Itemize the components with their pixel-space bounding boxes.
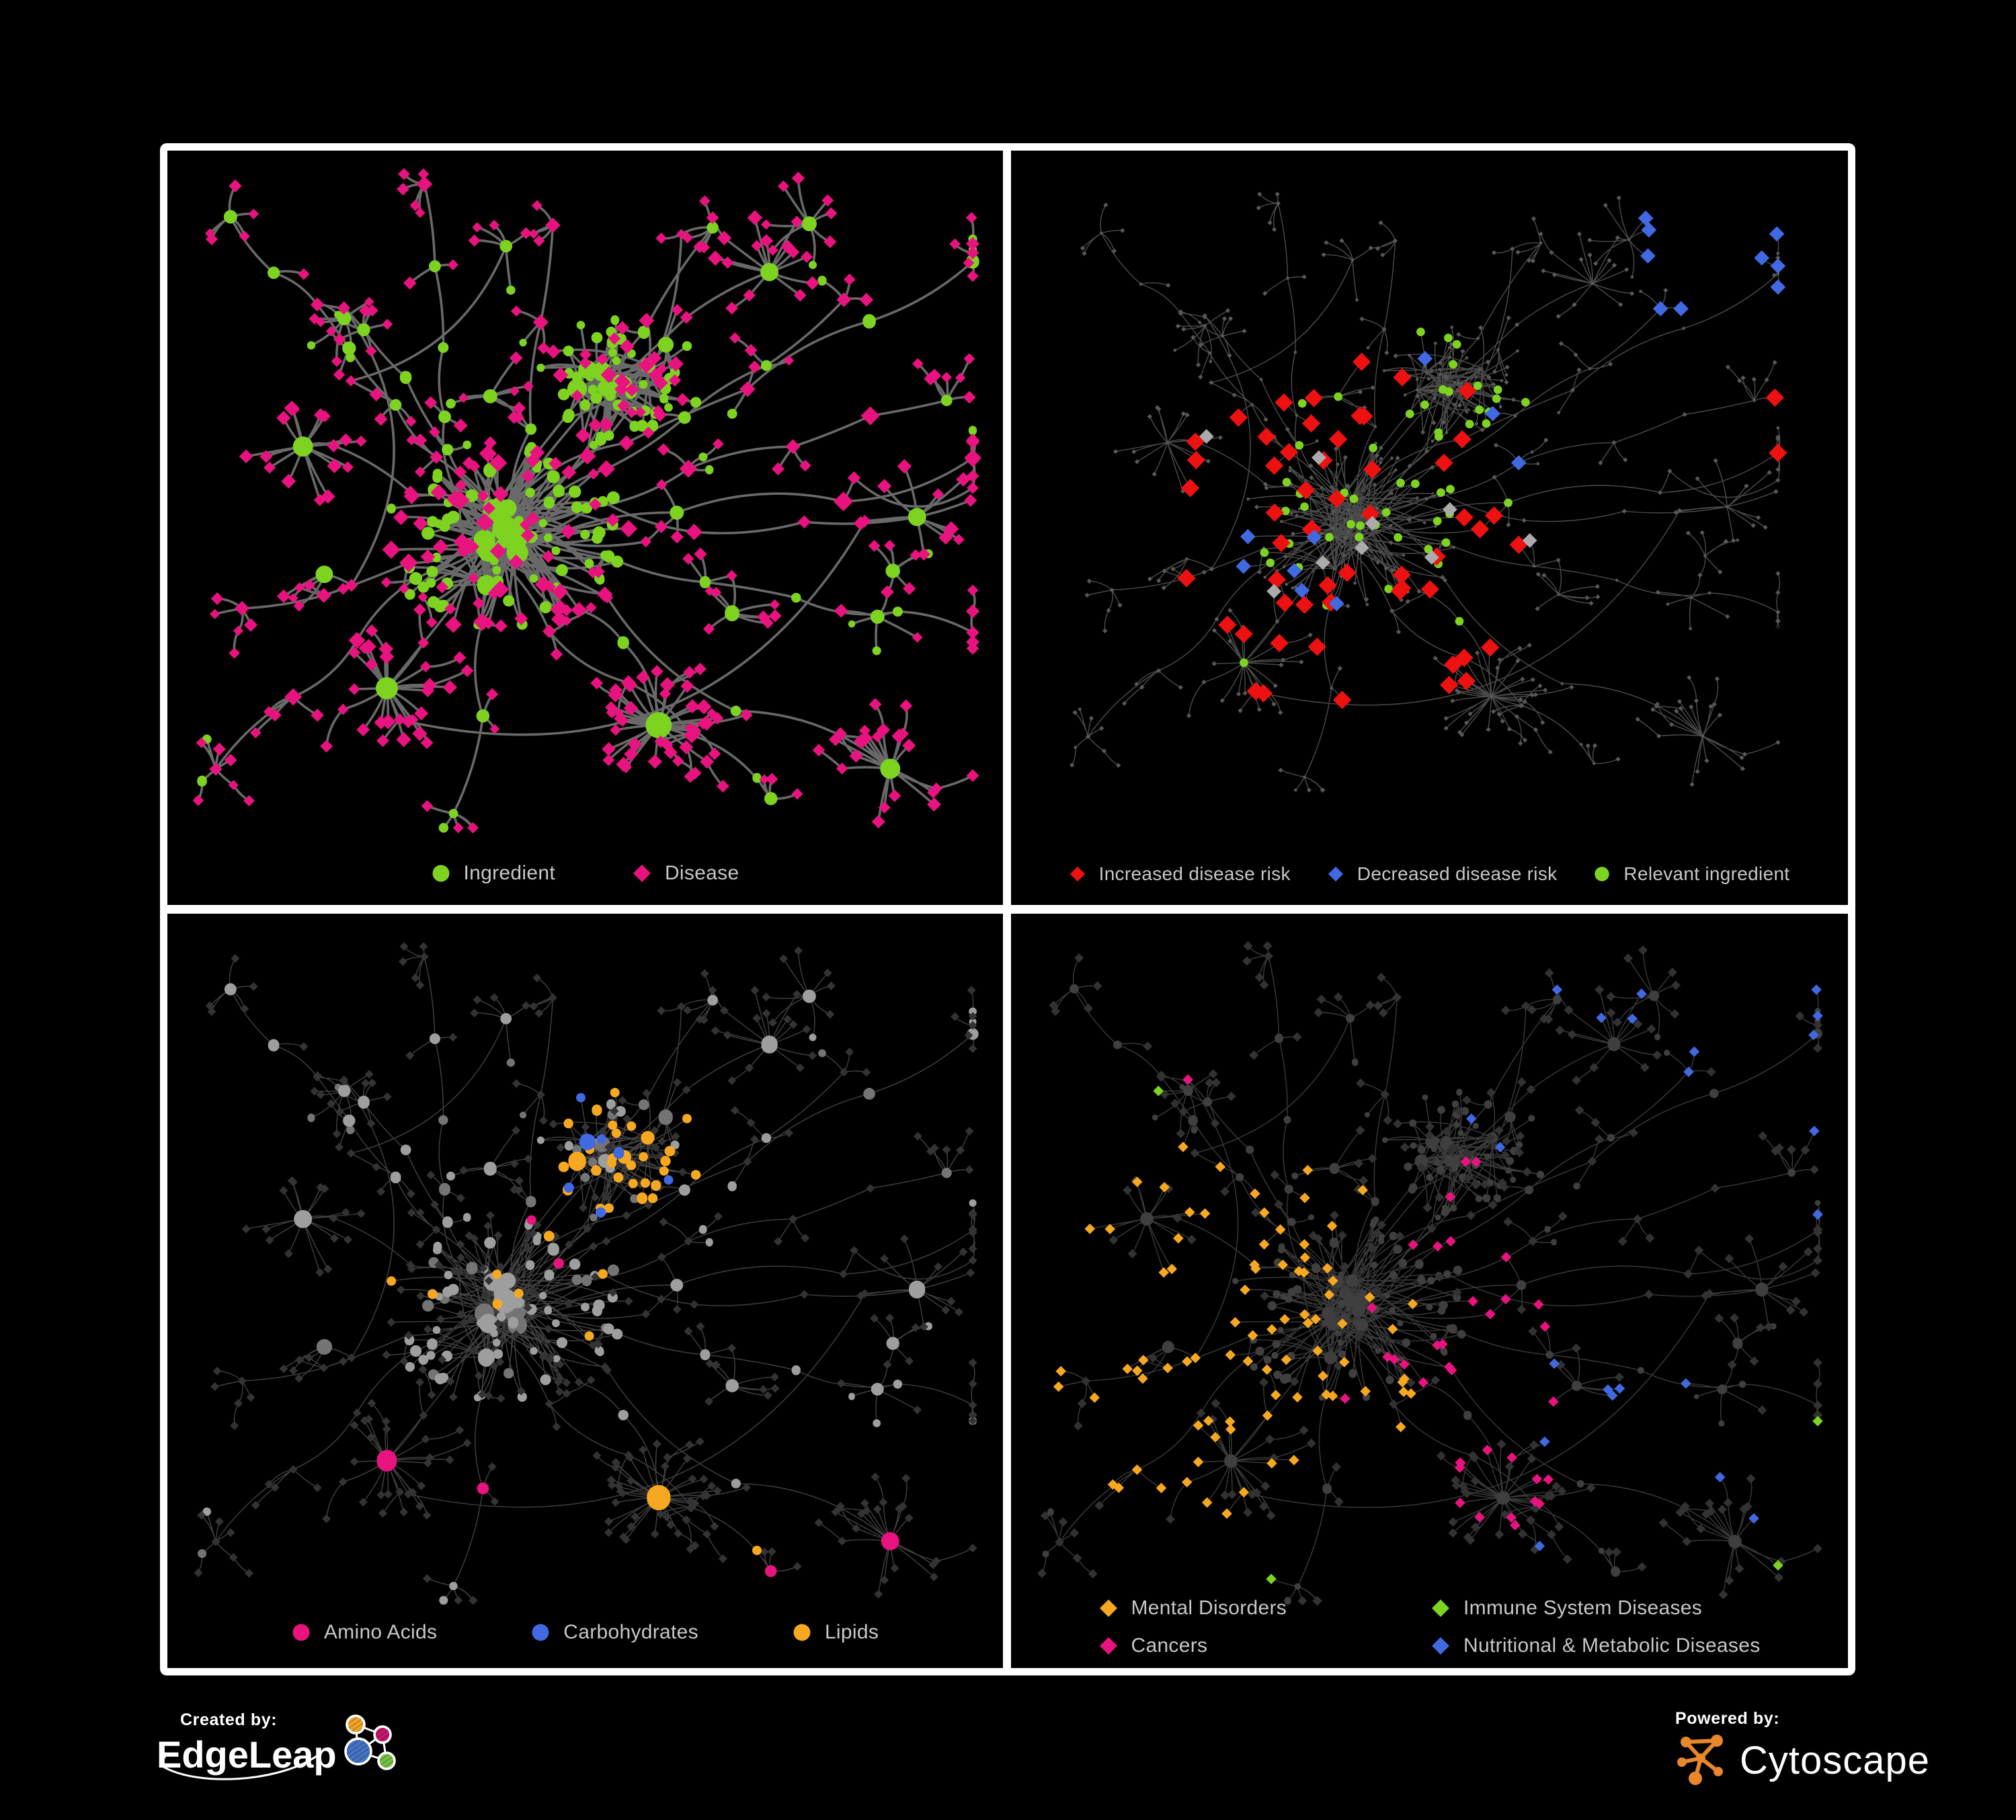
legend-nutrient-classes: Amino Acids Carbohydrates Lipids [167,1621,1003,1644]
legend-item: Amino Acids [292,1621,437,1644]
legend-ingredient-disease: Ingredient Disease [167,862,1003,885]
edgeleap-brand: EdgeLeap [157,1733,337,1776]
legend-item: Cancers [1099,1634,1208,1657]
legend-label: Ingredient [463,862,555,884]
cytoscape-credit: Powered by: [1675,1709,1930,1789]
diamond-swatch-icon [633,865,651,882]
panel-ingredient-disease: Ingredient Disease [167,151,1003,905]
legend-label: Amino Acids [323,1621,438,1643]
legend-item: Mental Disorders [1099,1597,1287,1620]
legend-item: Increased disease risk [1070,863,1291,885]
circle-swatch-icon [793,1624,811,1641]
legend-disease-categories: Mental Disorders Immune System Diseases Ca… [1099,1597,1761,1657]
legend-item: Decreased disease risk [1328,863,1558,885]
diamond-swatch-icon [1432,1599,1450,1617]
diamond-swatch-icon [1099,1637,1117,1655]
panel-disease-categories: Mental Disorders Immune System Diseases Ca… [1011,914,1848,1668]
network-graph-ingredient-disease [192,167,981,834]
network-graph-disease-risk [1070,192,1787,793]
network-graph-nutrient-classes [194,942,979,1605]
legend-item: Disease [633,862,739,885]
legend-label: Carbohydrates [563,1621,698,1643]
legend-item: Relevant ingredient [1594,863,1789,885]
diamond-swatch-icon [1070,866,1085,882]
legend-disease-risk: Increased disease risk Decreased disease … [1011,863,1848,885]
diamond-swatch-icon [1099,1599,1117,1617]
created-by-label: Created by: [180,1710,278,1729]
edgeleap-logo-icon [344,1714,396,1770]
circle-swatch-icon [532,1624,549,1641]
legend-label: Nutritional & Metabolic Diseases [1463,1634,1761,1657]
legend-label: Disease [664,862,739,884]
diamond-swatch-icon [1432,1637,1450,1655]
circle-swatch-icon [292,1624,310,1641]
legend-item: Ingredient [432,862,555,885]
circle-swatch-icon [432,865,450,882]
legend-label: Cancers [1131,1634,1208,1657]
panel-nutrient-classes: Amino Acids Carbohydrates Lipids [167,914,1003,1668]
panel-grid-frame: Ingredient Disease Increased disease risk… [160,143,1855,1675]
panel-disease-risk: Increased disease risk Decreased disease … [1011,151,1848,905]
network-graph-disease-categories [1037,941,1823,1606]
diamond-swatch-icon [1328,866,1343,882]
cytoscape-logo-icon [1677,1735,1723,1785]
edgeleap-credit: Created by: EdgeLeap [157,1710,403,1780]
legend-label: Decreased disease risk [1357,863,1558,884]
legend-item: Nutritional & Metabolic Diseases [1431,1634,1760,1657]
legend-label: Lipids [824,1621,879,1643]
legend-label: Relevant ingredient [1623,863,1790,884]
powered-by-label: Powered by: [1675,1709,1780,1728]
cytoscape-brand: Cytoscape [1740,1738,1931,1782]
legend-item: Immune System Diseases [1431,1597,1702,1620]
legend-item: Carbohydrates [531,1621,698,1644]
legend-item: Lipids [793,1621,879,1644]
legend-label: Increased disease risk [1098,863,1291,884]
legend-label: Mental Disorders [1131,1597,1287,1619]
legend-label: Immune System Diseases [1463,1597,1703,1619]
circle-swatch-icon [1595,867,1610,881]
